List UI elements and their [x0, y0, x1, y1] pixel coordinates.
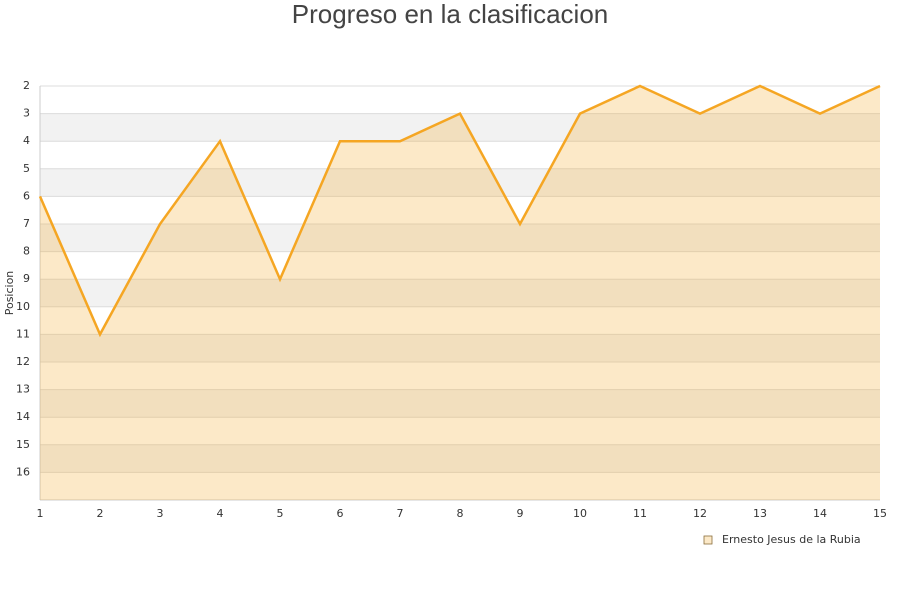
x-tick-label: 11: [633, 507, 647, 520]
x-tick-label: 10: [573, 507, 587, 520]
chart-title: Progreso en la clasificacion: [292, 0, 609, 29]
y-tick-label: 4: [23, 134, 30, 147]
x-tick-label: 6: [337, 507, 344, 520]
x-tick-label: 15: [873, 507, 887, 520]
y-tick-label: 16: [16, 465, 30, 478]
grid-band: [40, 224, 880, 252]
x-tick-label: 2: [97, 507, 104, 520]
grid-band: [40, 362, 880, 390]
x-tick-label: 9: [517, 507, 524, 520]
y-tick-label: 2: [23, 79, 30, 92]
grid-band: [40, 168, 880, 197]
y-tick-label: 12: [16, 355, 30, 368]
grid-band: [40, 306, 880, 335]
grid-band: [40, 141, 880, 169]
x-tick-label: 13: [753, 507, 767, 520]
y-axis-label: Posicion: [3, 271, 16, 316]
x-tick-label: 7: [397, 507, 404, 520]
grid-band: [40, 334, 880, 362]
grid-band: [40, 417, 880, 445]
grid-band: [40, 389, 880, 418]
y-tick-label: 11: [16, 327, 30, 340]
y-tick-label: 15: [16, 438, 30, 451]
grid-band: [40, 196, 880, 224]
area: [40, 86, 880, 500]
y-tick-label: 10: [16, 300, 30, 313]
x-tick-label: 3: [157, 507, 164, 520]
x-tick-label: 4: [217, 507, 224, 520]
grid-band: [40, 279, 880, 307]
y-tick-label: 5: [23, 162, 30, 175]
grid-band: [40, 113, 880, 142]
x-tick-label: 14: [813, 507, 827, 520]
y-tick-label: 14: [16, 410, 30, 423]
y-tick-label: 3: [23, 107, 30, 120]
grid-band: [40, 251, 880, 280]
y-tick-label: 6: [23, 189, 30, 202]
grid-band: [40, 444, 880, 473]
y-tick-label: 13: [16, 383, 30, 396]
line: [38, 84, 881, 338]
x-tick-label: 5: [277, 507, 284, 520]
x-tick-label: 1: [37, 507, 44, 520]
y-tick-label: 9: [23, 272, 30, 285]
grid-band: [40, 86, 880, 114]
legend-label: Ernesto Jesus de la Rubia: [722, 533, 861, 546]
x-tick-label: 8: [457, 507, 464, 520]
legend-swatch: [703, 535, 713, 545]
y-tick-label: 8: [23, 245, 30, 258]
x-tick-label: 12: [693, 507, 707, 520]
grid-band: [40, 472, 880, 500]
y-tick-label: 7: [23, 217, 30, 230]
